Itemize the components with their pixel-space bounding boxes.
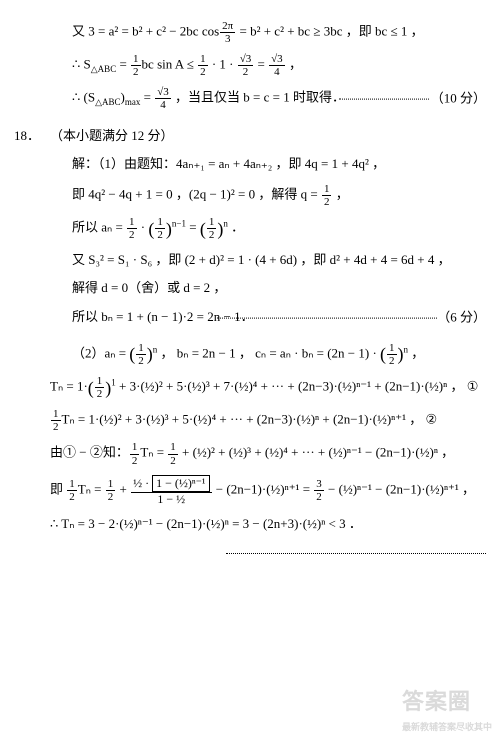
p18-line9: 12Tₙ = 1·(½)² + 3·(½)³ + 5·(½)⁴ + ··· + …: [50, 408, 486, 433]
sub: max: [125, 98, 141, 108]
watermark: 答案圈最新教辅答案尽收其中: [402, 684, 492, 734]
text: =: [254, 57, 268, 72]
text: =: [140, 90, 154, 105]
text: ，: [408, 346, 424, 361]
text: 又 3 = a² = b² + c² − 2bc cos: [72, 24, 219, 39]
p17-line2: ∴ S△ABC = 12bc sin A ≤ 12 · 1 · √32 = √3…: [50, 53, 486, 78]
text: Tₙ =: [78, 481, 105, 496]
text: − (½)ⁿ⁻¹ − (2n−1)·(½)ⁿ⁺¹ ，: [325, 481, 475, 496]
text: · 1 ·: [209, 57, 237, 72]
text: 解：（1）由题知：4aₙ₊₁ = aₙ + 4aₙ₊₂ ，即 4q = 1 + …: [72, 156, 385, 171]
p18-line10: 由① − ②知：12Tₙ = 12 + (½)² + (½)³ + (½)⁴ +…: [50, 441, 486, 466]
score-note: （10 分）: [337, 89, 486, 110]
text: ∴ Tₙ = 3 − 2·(½)ⁿ⁻¹ − (2n−1)·(½)ⁿ = 3 − …: [50, 516, 362, 531]
text: 即: [50, 481, 66, 496]
p18-line8: Tₙ = 1·(12)1 + 3·(½)² + 5·(½)³ + 7·(½)⁴ …: [50, 375, 486, 400]
frac: 2π3: [220, 20, 235, 45]
sup: n−1: [172, 219, 186, 229]
p17-line3: ∴ (S△ABC)max = √34 ，当且仅当 b = c = 1 时取得． …: [50, 86, 486, 111]
p18-line3: 所以 aₙ = 12 · (12)n−1 = (12)n ．: [50, 216, 486, 241]
text: +: [116, 481, 130, 496]
boxed: 1 − (½)ⁿ⁻¹: [152, 475, 209, 492]
text: + 3·(½)² + 5·(½)³ + 7·(½)⁴ + ··· + (2n−3…: [116, 379, 479, 394]
text: =: [116, 57, 130, 72]
p18-line5: 解得 d = 0（舍）或 d = 2 ，: [50, 278, 486, 299]
p18-header: 18． （本小题满分 12 分）: [50, 126, 486, 147]
text: ∴ S: [72, 57, 91, 72]
text: ， bₙ = 2n − 1 ， cₙ = aₙ · bₙ = (2n − 1) …: [157, 346, 380, 361]
text: ∴ (S: [72, 90, 95, 105]
score-note: （6 分）: [217, 307, 486, 328]
text: Tₙ = 1·: [50, 379, 88, 394]
p18-line11: 即 12Tₙ = 12 + ½ · 1 − (½)ⁿ⁻¹1 − ½ − (2n−…: [50, 475, 486, 506]
text: =: [186, 220, 200, 235]
text: ，: [332, 187, 348, 202]
text: + (½)² + (½)³ + (½)⁴ + ··· + (½)ⁿ⁻¹ − (2…: [179, 445, 454, 460]
p18-line1: 解：（1）由题知：4aₙ₊₁ = aₙ + 4aₙ₊₂ ，即 4q = 1 + …: [50, 154, 486, 175]
end-dots: [50, 543, 486, 564]
p18-line2: 即 4q² − 4q + 1 = 0 ，(2q − 1)² = 0 ，解得 q …: [50, 183, 486, 208]
text: ，: [286, 57, 302, 72]
text: ，当且仅当 b = c = 1 时取得．: [172, 90, 345, 105]
text: 又 S₃² = S₁ · S₆ ，即 (2 + d)² = 1 · (4 + 6…: [72, 252, 451, 267]
text: 即 4q² − 4q + 1 = 0 ，(2q − 1)² = 0 ，解得 q …: [72, 187, 321, 202]
p18-line4: 又 S₃² = S₁ · S₆ ，即 (2 + d)² = 1 · (4 + 6…: [50, 250, 486, 271]
text: 解得 d = 0（舍）或 d = 2 ，: [72, 280, 226, 295]
text: （本小题满分 12 分）: [50, 128, 174, 143]
sub: △ABC: [91, 64, 116, 74]
problem-number: 18．: [14, 126, 40, 147]
text: = b² + c² + bc ≥ 3bc ，即 bc ≤ 1 ，: [236, 24, 423, 39]
text: 由① − ②知：: [50, 445, 129, 460]
text: bc sin A ≤: [142, 57, 198, 72]
sub: △ABC: [95, 98, 120, 108]
p18-line12: ∴ Tₙ = 3 − 2·(½)ⁿ⁻¹ − (2n−1)·(½)ⁿ = 3 − …: [50, 514, 486, 535]
text: ．: [228, 220, 244, 235]
text: ·: [138, 220, 149, 235]
text: − (2n−1)·(½)ⁿ⁺¹ =: [213, 481, 314, 496]
p18-line6: 所以 bₙ = 1 + (n − 1)·2 = 2n − 1． （6 分）: [50, 307, 486, 328]
p18-line7: （2）aₙ = (12)n ， bₙ = 2n − 1 ， cₙ = aₙ · …: [50, 342, 486, 367]
big-frac: ½ · 1 − (½)ⁿ⁻¹1 − ½: [131, 475, 211, 506]
text: （2）aₙ =: [72, 346, 129, 361]
p17-line1: 又 3 = a² = b² + c² − 2bc cos2π3 = b² + c…: [50, 20, 486, 45]
text: Tₙ = 1·(½)² + 3·(½)³ + 5·(½)⁴ + ··· + (2…: [62, 412, 438, 427]
text: 所以 aₙ =: [72, 220, 126, 235]
text: Tₙ =: [140, 445, 167, 460]
